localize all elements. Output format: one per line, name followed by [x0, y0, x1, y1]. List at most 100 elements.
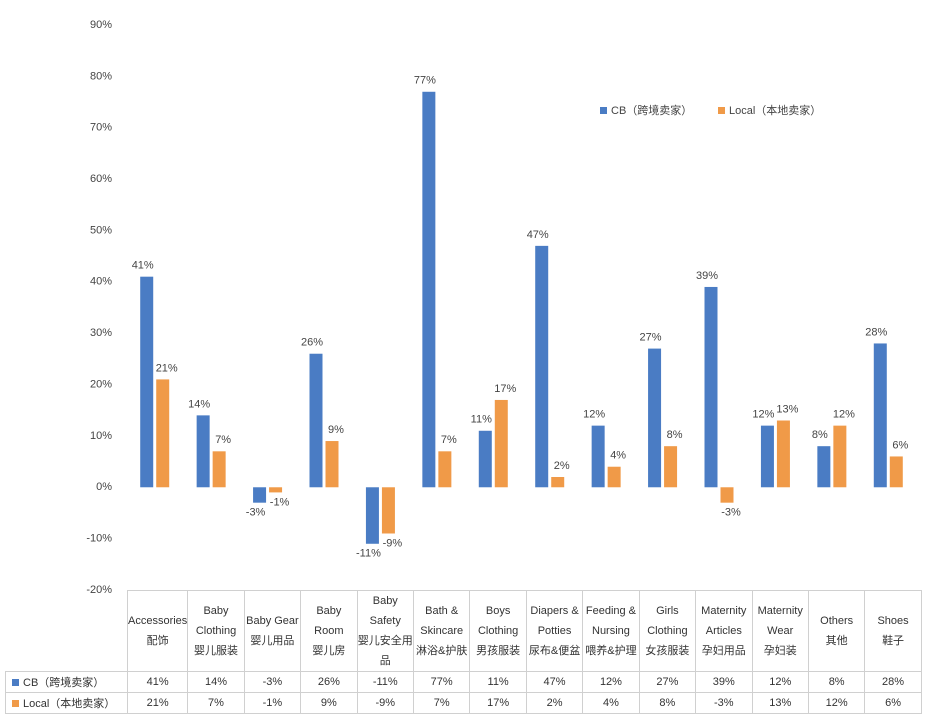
- table-value: -3%: [695, 692, 753, 714]
- y-tick-label: 30%: [90, 327, 112, 339]
- y-tick-label: 70%: [90, 122, 112, 134]
- category-label: Feeding & Nursing 喂养&护理: [582, 590, 640, 672]
- data-label: 7%: [441, 434, 457, 446]
- data-label: 26%: [301, 337, 323, 349]
- header-row: Accessories 配饰 Baby Clothing 婴儿服装 Baby Gea…: [5, 590, 922, 672]
- data-label: 27%: [640, 331, 662, 343]
- bar: [253, 487, 267, 503]
- data-label: 8%: [667, 429, 683, 441]
- y-tick-label: 50%: [90, 224, 112, 236]
- table-value: 77%: [412, 671, 471, 693]
- bar: [889, 456, 903, 488]
- bar: [494, 399, 508, 488]
- bar: [156, 379, 170, 488]
- category-label: Maternity Articles 孕妇用品: [695, 590, 753, 672]
- data-label: -9%: [383, 537, 403, 549]
- data-label: 39%: [696, 270, 718, 282]
- category-label: Baby Clothing 婴儿服装: [187, 590, 245, 672]
- table-value: 13%: [751, 692, 809, 714]
- bar: [212, 451, 226, 488]
- bar: [704, 286, 718, 488]
- table-value: 41%: [126, 671, 189, 693]
- bar: [140, 276, 154, 488]
- data-label: 47%: [527, 229, 549, 241]
- y-tick-label: 0%: [96, 481, 112, 493]
- legend-label: Local（本地卖家）: [729, 103, 821, 117]
- data-label: 12%: [752, 409, 774, 421]
- category-label: Maternity Wear 孕妇装: [751, 590, 809, 672]
- table-value: -3%: [243, 671, 302, 693]
- data-label: -11%: [356, 548, 381, 560]
- table-value: 21%: [126, 692, 189, 714]
- y-tick-label: 80%: [90, 70, 112, 82]
- data-label: -1%: [270, 496, 290, 508]
- table-value: 11%: [469, 671, 527, 693]
- y-tick-label: 60%: [90, 173, 112, 185]
- table-value: 28%: [864, 671, 922, 693]
- data-label: 77%: [414, 75, 436, 87]
- data-label: 2%: [554, 460, 570, 472]
- series-row: CB（跨境卖家） 41% 14% -3% 26% -11% 77% 11% 47% 12% 27% 3…: [5, 671, 922, 693]
- data-label: 12%: [833, 409, 855, 421]
- table-value: 26%: [300, 671, 358, 693]
- data-label: 14%: [188, 398, 210, 410]
- bar: [325, 441, 339, 488]
- category-label: Others 其他: [807, 590, 866, 672]
- bar: [309, 353, 323, 488]
- data-label: 21%: [156, 362, 178, 374]
- bar: [591, 425, 605, 488]
- category-label: Boys Clothing 男孩服装: [469, 590, 527, 672]
- bar: [776, 420, 790, 488]
- data-label: 4%: [610, 450, 626, 462]
- legend-swatch: [12, 700, 19, 707]
- data-label: 8%: [812, 429, 828, 441]
- table-value: 39%: [695, 671, 753, 693]
- data-label: 17%: [494, 383, 516, 395]
- y-tick-label: 40%: [90, 276, 112, 288]
- bar: [478, 430, 492, 488]
- bar: [817, 446, 831, 488]
- bar: [438, 451, 452, 488]
- data-label: -3%: [721, 507, 741, 519]
- data-label: 12%: [583, 409, 605, 421]
- table-value: 7%: [412, 692, 471, 714]
- table-value: 12%: [751, 671, 809, 693]
- bar: [720, 487, 734, 503]
- data-label: 7%: [215, 434, 231, 446]
- category-label: Accessories 配饰: [126, 590, 189, 672]
- table-value: 2%: [525, 692, 584, 714]
- bar: [381, 487, 395, 534]
- bar: [365, 487, 379, 544]
- category-label: Girls Clothing 女孩服装: [638, 590, 697, 672]
- legend-swatch: [12, 679, 19, 686]
- data-label: 13%: [776, 403, 798, 415]
- bar: [422, 91, 436, 488]
- legend-swatch: [600, 107, 607, 114]
- bar: [873, 343, 887, 488]
- series-name: Local（本地卖家）: [23, 698, 116, 710]
- bar: [269, 487, 283, 493]
- bar: [196, 415, 210, 488]
- category-label: Diapers & Potties 尿布&便盆: [525, 590, 584, 672]
- legend-swatch: [718, 107, 725, 114]
- legend-label: CB（跨境卖家）: [611, 103, 692, 117]
- bar: [833, 425, 847, 488]
- bar: [607, 466, 621, 488]
- table-value: -1%: [243, 692, 302, 714]
- data-label: 41%: [132, 260, 154, 272]
- category-label: Baby Gear 婴儿用品: [243, 590, 302, 672]
- y-tick-label: 20%: [90, 378, 112, 390]
- category-label: Bath & Skincare 淋浴&护肤: [412, 590, 471, 672]
- corner-cell: [5, 590, 128, 672]
- category-label: Shoes 鞋子: [864, 590, 922, 672]
- table-value: -9%: [356, 692, 414, 714]
- table-value: 6%: [864, 692, 922, 714]
- table-value: 8%: [807, 671, 866, 693]
- y-tick-label: 90%: [90, 19, 112, 31]
- bar: [648, 348, 662, 488]
- data-label: 9%: [328, 424, 344, 436]
- series-name: CB（跨境卖家）: [23, 677, 105, 689]
- bar: [535, 245, 549, 488]
